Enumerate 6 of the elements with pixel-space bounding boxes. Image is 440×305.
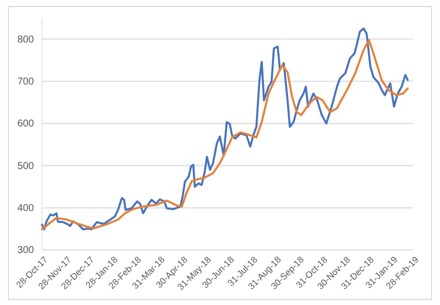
y-tick-label: 400 — [17, 203, 34, 214]
y-tick-label: 800 — [17, 34, 34, 46]
y-tick-label: 300 — [17, 245, 34, 256]
y-tick-label: 700 — [17, 76, 34, 88]
y-tick-label: 600 — [17, 118, 34, 130]
y-tick-label: 500 — [17, 160, 34, 172]
